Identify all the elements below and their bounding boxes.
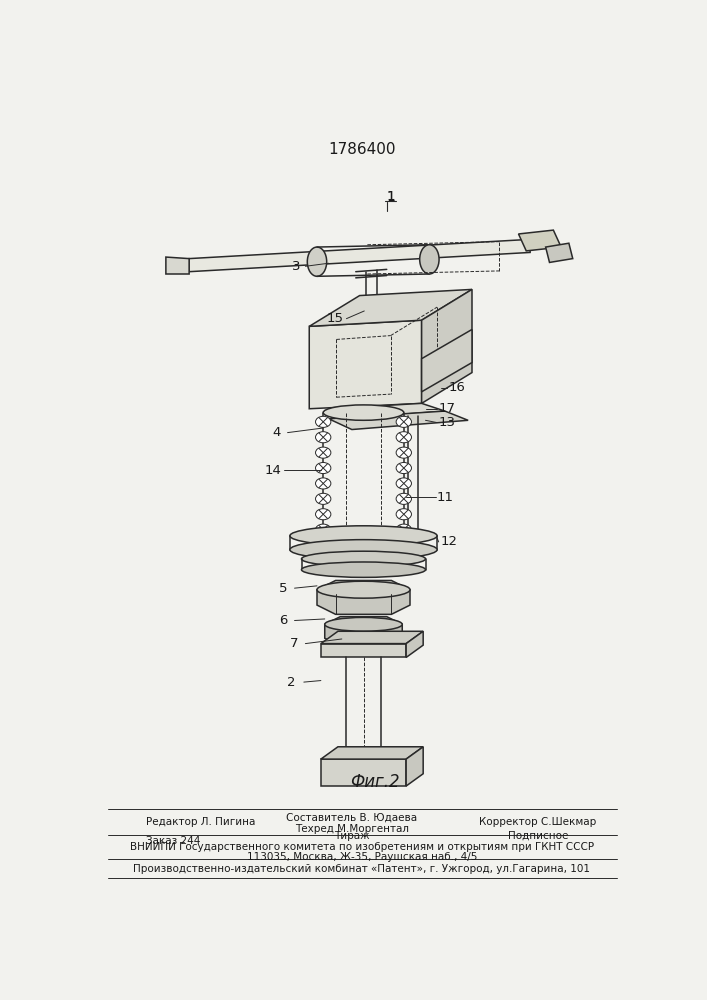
Ellipse shape bbox=[308, 247, 327, 276]
Ellipse shape bbox=[315, 493, 331, 504]
Text: 15: 15 bbox=[327, 312, 344, 325]
Text: 113035, Москва, Ж-35, Раушская наб., 4/5: 113035, Москва, Ж-35, Раушская наб., 4/5 bbox=[247, 852, 477, 862]
Ellipse shape bbox=[301, 551, 426, 567]
Ellipse shape bbox=[290, 526, 437, 546]
Ellipse shape bbox=[396, 416, 411, 427]
Text: Редактор Л. Пигина: Редактор Л. Пигина bbox=[146, 817, 256, 827]
Polygon shape bbox=[329, 403, 445, 418]
Ellipse shape bbox=[396, 478, 411, 489]
Text: Подписное: Подписное bbox=[508, 831, 568, 841]
Polygon shape bbox=[518, 230, 561, 251]
Text: Заказ 244: Заказ 244 bbox=[146, 836, 201, 846]
Ellipse shape bbox=[317, 581, 410, 598]
Polygon shape bbox=[546, 243, 573, 262]
Text: 1: 1 bbox=[386, 190, 395, 204]
Ellipse shape bbox=[315, 478, 331, 489]
Polygon shape bbox=[421, 289, 472, 403]
Ellipse shape bbox=[396, 447, 411, 458]
Text: 1: 1 bbox=[386, 190, 395, 204]
Polygon shape bbox=[325, 617, 402, 646]
Text: 16: 16 bbox=[449, 381, 466, 394]
Text: ВНИИПИ Государственного комитета по изобретениям и открытиям при ГКНТ СССР: ВНИИПИ Государственного комитета по изоб… bbox=[130, 842, 594, 852]
Polygon shape bbox=[309, 289, 472, 326]
Ellipse shape bbox=[420, 245, 439, 274]
Text: 7: 7 bbox=[289, 637, 298, 650]
Text: 13: 13 bbox=[439, 416, 456, 429]
Ellipse shape bbox=[315, 509, 331, 520]
Polygon shape bbox=[317, 580, 410, 614]
Ellipse shape bbox=[315, 447, 331, 458]
Ellipse shape bbox=[325, 617, 402, 631]
Text: 1786400: 1786400 bbox=[328, 142, 396, 157]
Polygon shape bbox=[406, 747, 423, 786]
Ellipse shape bbox=[374, 306, 392, 316]
Ellipse shape bbox=[315, 416, 331, 427]
Ellipse shape bbox=[301, 562, 426, 577]
Ellipse shape bbox=[323, 405, 404, 420]
Text: 12: 12 bbox=[441, 535, 458, 548]
Ellipse shape bbox=[376, 408, 387, 416]
Polygon shape bbox=[309, 320, 421, 409]
Ellipse shape bbox=[396, 462, 411, 474]
Text: 5: 5 bbox=[279, 582, 288, 595]
Ellipse shape bbox=[396, 509, 411, 520]
Polygon shape bbox=[321, 759, 406, 786]
Polygon shape bbox=[189, 239, 530, 272]
Polygon shape bbox=[321, 747, 423, 759]
Ellipse shape bbox=[396, 493, 411, 504]
Ellipse shape bbox=[290, 540, 437, 560]
Text: Техред М.Моргентал: Техред М.Моргентал bbox=[295, 824, 409, 834]
Text: Производственно-издательский комбинат «Патент», г. Ужгород, ул.Гагарина, 101: Производственно-издательский комбинат «П… bbox=[134, 864, 590, 874]
Text: Тираж: Тираж bbox=[334, 831, 370, 841]
Polygon shape bbox=[329, 411, 468, 430]
Ellipse shape bbox=[396, 524, 411, 535]
Polygon shape bbox=[406, 631, 423, 657]
Text: Составитель В. Юдаева: Составитель В. Юдаева bbox=[286, 813, 417, 823]
Text: Корректор С.Шекмар: Корректор С.Шекмар bbox=[479, 817, 597, 827]
Text: 6: 6 bbox=[279, 614, 288, 627]
Text: Фиг.2: Фиг.2 bbox=[350, 773, 400, 791]
Text: 2: 2 bbox=[287, 676, 296, 689]
Polygon shape bbox=[321, 631, 423, 644]
Ellipse shape bbox=[315, 432, 331, 443]
Text: 4: 4 bbox=[272, 426, 281, 439]
Ellipse shape bbox=[315, 524, 331, 535]
Text: 14: 14 bbox=[264, 464, 281, 477]
Ellipse shape bbox=[315, 462, 331, 474]
Polygon shape bbox=[166, 257, 189, 274]
Text: 3: 3 bbox=[292, 260, 300, 273]
Text: 11: 11 bbox=[436, 491, 453, 504]
Ellipse shape bbox=[396, 432, 411, 443]
Text: 17: 17 bbox=[439, 402, 456, 415]
Polygon shape bbox=[421, 329, 472, 392]
Polygon shape bbox=[321, 644, 406, 657]
